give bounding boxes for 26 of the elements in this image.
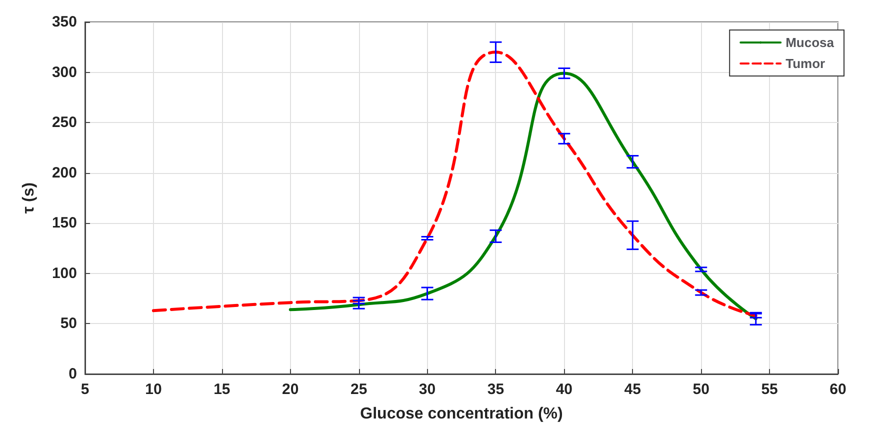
y-tick-label: 350 [52,14,77,30]
y-tick-label: 200 [52,164,77,182]
x-tick-label: 40 [556,381,573,398]
x-tick-label: 15 [214,381,230,398]
x-tick-label: 10 [145,381,162,398]
x-axis-title: Glucose concentration (%) [360,406,563,422]
x-tick-label: 55 [761,381,778,398]
y-axis-title: τ (s) [20,182,38,214]
y-tick-label: 250 [52,114,77,132]
y-tick-label: 0 [68,366,77,382]
x-tick-label: 45 [624,381,641,398]
legend-label: Tumor [786,56,826,71]
line-series [288,72,758,320]
y-tick-label: 300 [52,64,77,81]
x-tick-label: 25 [350,381,368,398]
legend-label: Mucosa [786,35,835,50]
x-tick-label: 35 [487,381,504,398]
x-tick-label: 60 [830,381,846,398]
x-tick-label: 30 [418,381,436,398]
x-tick-label: 5 [80,381,90,398]
x-tick-label: 20 [282,381,299,398]
y-tick-label: 50 [60,315,77,332]
y-tick-label: 100 [52,264,77,282]
x-tick-label: 50 [692,381,710,398]
line-series [152,50,758,318]
y-tick-label: 150 [52,214,77,232]
